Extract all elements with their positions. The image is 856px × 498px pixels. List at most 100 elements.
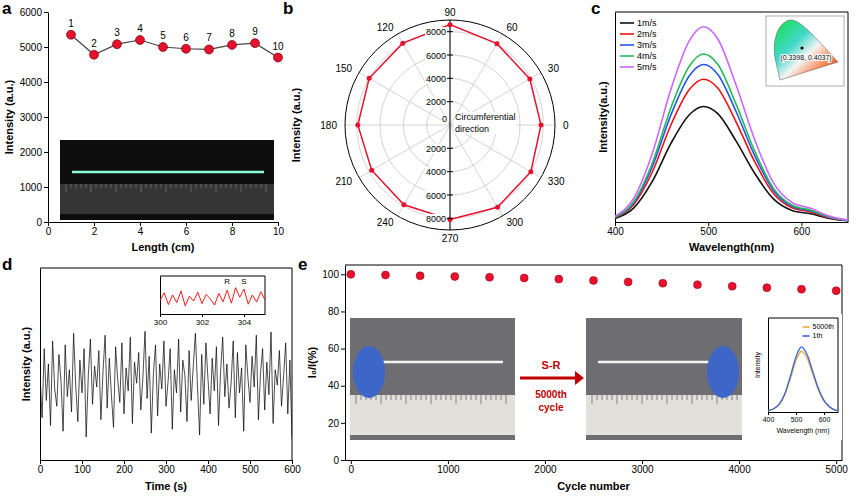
photo-ruler-tick — [612, 395, 613, 400]
photo-ruler-tick — [707, 395, 708, 400]
photo-ruler-tick — [632, 395, 633, 400]
photo-ruler-tick — [602, 395, 603, 400]
panel-letter: b — [283, 0, 293, 18]
panel-a: 0246810010002000300040005000600012345678… — [3, 7, 284, 253]
photo-ruler-tick — [146, 184, 147, 188]
tick-label: 210 — [335, 176, 352, 187]
point-label: 4 — [137, 23, 143, 34]
point — [495, 205, 500, 210]
radial-axis — [450, 20, 451, 230]
tick: 8 — [230, 222, 236, 237]
point — [274, 53, 283, 62]
point — [401, 202, 406, 207]
point-label: 8 — [229, 28, 235, 39]
photo-ruler-tick — [186, 184, 187, 188]
label-background — [425, 51, 447, 61]
annotation-line: direction — [455, 124, 489, 134]
grid-spoke — [345, 125, 450, 126]
tick-label: 1000 — [20, 182, 43, 193]
photo-ruler-tick — [111, 184, 112, 188]
tick-label: 4000 — [426, 167, 446, 177]
point — [527, 76, 532, 81]
annotation: R — [224, 277, 230, 286]
photo-ruler-tick — [597, 395, 598, 400]
photo-ruler-tick — [226, 184, 227, 188]
cie-point — [800, 46, 803, 49]
frame — [768, 318, 838, 319]
photo-ruler-tick — [206, 184, 207, 188]
tick: 3000 — [631, 460, 654, 475]
photo-ruler-tick — [421, 395, 422, 400]
axis-line — [616, 222, 849, 223]
legend-label: 3m/s — [637, 40, 657, 50]
axis-left — [40, 269, 41, 461]
point — [624, 278, 632, 286]
point — [590, 276, 598, 284]
photo-ruler-tick — [652, 395, 653, 400]
point-label: 10 — [272, 41, 284, 52]
photo-background — [350, 318, 515, 440]
photo-ruler-tick — [496, 395, 497, 400]
label-background — [425, 167, 447, 177]
photo-ruler-tick — [592, 395, 593, 404]
legend-item: 1th — [803, 332, 823, 339]
photo-ruler-tick — [682, 395, 683, 400]
tick-mark — [341, 423, 345, 424]
axis-left: 0100020003000400050006000 — [20, 7, 49, 228]
tick-label: 8 — [230, 226, 236, 237]
point — [355, 123, 360, 128]
series-line — [71, 35, 278, 58]
tick: 0 — [36, 217, 48, 228]
photo-ruler-tick — [697, 395, 698, 400]
photo-ruler-tick — [672, 395, 673, 400]
legend-label: 5000th — [813, 323, 835, 330]
cie-frame — [766, 16, 844, 86]
tick-mark — [244, 314, 245, 317]
point — [555, 275, 563, 283]
tick-label: 100 — [322, 269, 339, 280]
tick-label: 300 — [507, 217, 524, 228]
tick-label: 0 — [349, 464, 355, 475]
label-background — [441, 114, 448, 124]
panel-d: 0100200300400500600300302304RSTime (s)In… — [20, 268, 301, 492]
tick-label: 0 — [38, 464, 44, 475]
photo-ruler-tick — [86, 184, 87, 188]
panel-letter: e — [298, 255, 307, 274]
axis-left: 020406080100 — [322, 266, 345, 466]
tick: 4000 — [20, 77, 48, 88]
tick-mark — [796, 412, 797, 415]
tick-mark — [447, 148, 453, 149]
tick-mark — [447, 78, 453, 79]
tick: 40 — [328, 380, 345, 391]
photo-ruler-tick — [211, 184, 212, 188]
tick: 2000 — [534, 460, 557, 475]
photo-ruler-tick — [456, 395, 457, 404]
data — [615, 27, 848, 221]
point — [369, 168, 374, 173]
photo-ruler-tick — [451, 395, 452, 400]
photo-ruler-tick — [141, 184, 142, 192]
photo-ruler-tick — [261, 184, 262, 188]
annotation-line: 5000th — [535, 389, 567, 400]
axis-left — [615, 13, 616, 223]
photo-ruler-tick — [677, 395, 678, 400]
frame — [345, 265, 842, 266]
photo-ruler-tick — [647, 395, 648, 400]
photo-ruler-tick — [161, 184, 162, 188]
photo-ruler-tick — [116, 184, 117, 192]
cie-inset: (0.3398, 0.4037) — [766, 16, 844, 86]
tick-label: 270 — [442, 233, 459, 244]
legend-swatch — [620, 55, 634, 57]
photo-ruler-tick — [406, 395, 407, 404]
tick: 0 — [349, 460, 355, 475]
tick-mark — [44, 152, 48, 153]
photo-ruler-tick — [466, 395, 467, 400]
frame — [40, 268, 292, 269]
point-label: 5 — [160, 30, 166, 41]
point — [347, 270, 355, 278]
tick-label: 600 — [819, 416, 831, 423]
point — [228, 40, 237, 49]
tick-mark — [447, 171, 453, 172]
photo-ruler-tick — [156, 184, 157, 188]
legend-item: 1m/s — [620, 18, 657, 28]
